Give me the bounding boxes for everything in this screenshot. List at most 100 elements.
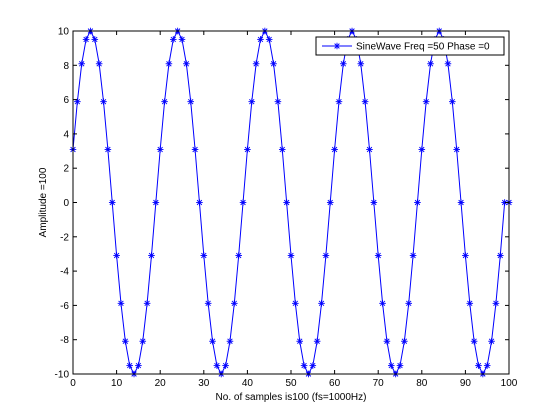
legend: SineWave Freq =50 Phase =0 bbox=[315, 36, 505, 56]
x-tick-label: 100 bbox=[501, 378, 518, 389]
data-point bbox=[313, 337, 321, 345]
data-point bbox=[357, 60, 365, 68]
plot-area bbox=[73, 31, 509, 374]
data-point bbox=[183, 60, 190, 68]
data-point bbox=[152, 199, 160, 206]
data-point bbox=[108, 199, 116, 206]
data-point bbox=[401, 337, 408, 345]
data-point bbox=[396, 362, 404, 369]
data-point bbox=[405, 300, 413, 307]
data-point bbox=[226, 337, 234, 345]
data-point bbox=[257, 36, 264, 43]
data-point bbox=[361, 98, 369, 105]
data-point bbox=[292, 300, 299, 307]
data-point bbox=[449, 98, 456, 105]
data-point bbox=[135, 362, 142, 369]
data-point bbox=[427, 60, 434, 68]
data-point bbox=[300, 362, 308, 369]
data-point bbox=[178, 36, 186, 43]
data-point bbox=[492, 300, 500, 307]
data-point bbox=[204, 300, 212, 307]
data-point bbox=[265, 36, 273, 43]
data-point bbox=[239, 199, 247, 206]
data-point bbox=[296, 337, 304, 345]
data-point bbox=[278, 146, 286, 153]
data-point bbox=[104, 146, 112, 153]
data-point bbox=[340, 60, 347, 68]
legend-marker-sample bbox=[333, 42, 341, 50]
data-point bbox=[501, 199, 508, 206]
data-point bbox=[287, 252, 295, 259]
data-point bbox=[165, 60, 173, 68]
data-point bbox=[470, 337, 478, 345]
data-point bbox=[191, 146, 199, 153]
x-tick-label: 40 bbox=[242, 378, 254, 389]
legend-entry-sinewave: SineWave Freq =50 Phase =0 bbox=[356, 42, 490, 53]
data-point bbox=[466, 300, 474, 307]
data-point bbox=[387, 362, 395, 369]
y-tick-label: 0 bbox=[63, 198, 69, 209]
data-point bbox=[252, 60, 260, 68]
data-point bbox=[117, 300, 125, 307]
data-point bbox=[126, 362, 133, 369]
data-point bbox=[457, 199, 465, 206]
y-tick-label: -6 bbox=[60, 301, 69, 312]
data-point bbox=[248, 98, 256, 105]
data-point bbox=[139, 337, 147, 345]
data-point bbox=[148, 252, 155, 259]
data-point bbox=[95, 60, 103, 68]
data-point bbox=[366, 146, 373, 153]
data-point bbox=[409, 252, 417, 259]
y-tick-label: 2 bbox=[63, 164, 69, 175]
data-point bbox=[270, 60, 277, 68]
data-point bbox=[91, 36, 99, 43]
y-tick-label: 4 bbox=[63, 129, 69, 140]
data-point bbox=[326, 199, 334, 206]
data-point bbox=[309, 362, 317, 369]
marker-layer bbox=[69, 27, 513, 378]
data-point bbox=[370, 199, 378, 206]
data-point bbox=[274, 98, 282, 105]
data-point bbox=[122, 337, 129, 345]
data-point bbox=[475, 362, 482, 369]
data-point bbox=[322, 252, 330, 259]
data-point bbox=[318, 300, 325, 307]
data-point bbox=[231, 300, 238, 307]
x-tick-label: 60 bbox=[329, 378, 341, 389]
data-point bbox=[335, 98, 343, 105]
x-tick-label: 10 bbox=[111, 378, 123, 389]
data-point bbox=[143, 300, 151, 307]
y-axis-label: Amplitude =100 bbox=[38, 167, 49, 237]
data-point bbox=[496, 252, 504, 259]
data-point bbox=[283, 199, 290, 206]
legend-box bbox=[315, 36, 505, 56]
x-tick-label: 30 bbox=[198, 378, 210, 389]
data-point bbox=[78, 60, 86, 68]
y-axis-ticks: -10 -8 -6 -4 -2 0 2 4 6 8 10 bbox=[55, 27, 509, 381]
data-point bbox=[196, 199, 203, 206]
data-point bbox=[244, 146, 251, 153]
x-tick-label: 80 bbox=[416, 378, 428, 389]
data-point bbox=[209, 337, 216, 345]
y-tick-label: -2 bbox=[60, 232, 69, 243]
data-point bbox=[453, 146, 460, 153]
data-point bbox=[113, 252, 120, 259]
x-tick-label: 20 bbox=[155, 378, 167, 389]
data-point bbox=[82, 36, 90, 43]
x-tick-label: 0 bbox=[70, 378, 76, 389]
data-point bbox=[187, 98, 195, 105]
x-tick-label: 70 bbox=[373, 378, 385, 389]
x-tick-label: 90 bbox=[460, 378, 472, 389]
legend-marker-symbol bbox=[333, 42, 341, 50]
data-point bbox=[422, 98, 430, 105]
data-point bbox=[444, 60, 452, 68]
data-point bbox=[418, 146, 426, 153]
y-tick-label: -10 bbox=[55, 370, 70, 381]
x-axis-label: No. of samples is100 (fs=1000Hz) bbox=[216, 392, 367, 403]
data-point bbox=[483, 362, 491, 369]
data-point bbox=[156, 146, 164, 153]
y-tick-label: 6 bbox=[63, 95, 69, 106]
y-tick-label: -4 bbox=[60, 267, 69, 278]
x-tick-label: 50 bbox=[285, 378, 297, 389]
data-point bbox=[462, 252, 469, 259]
